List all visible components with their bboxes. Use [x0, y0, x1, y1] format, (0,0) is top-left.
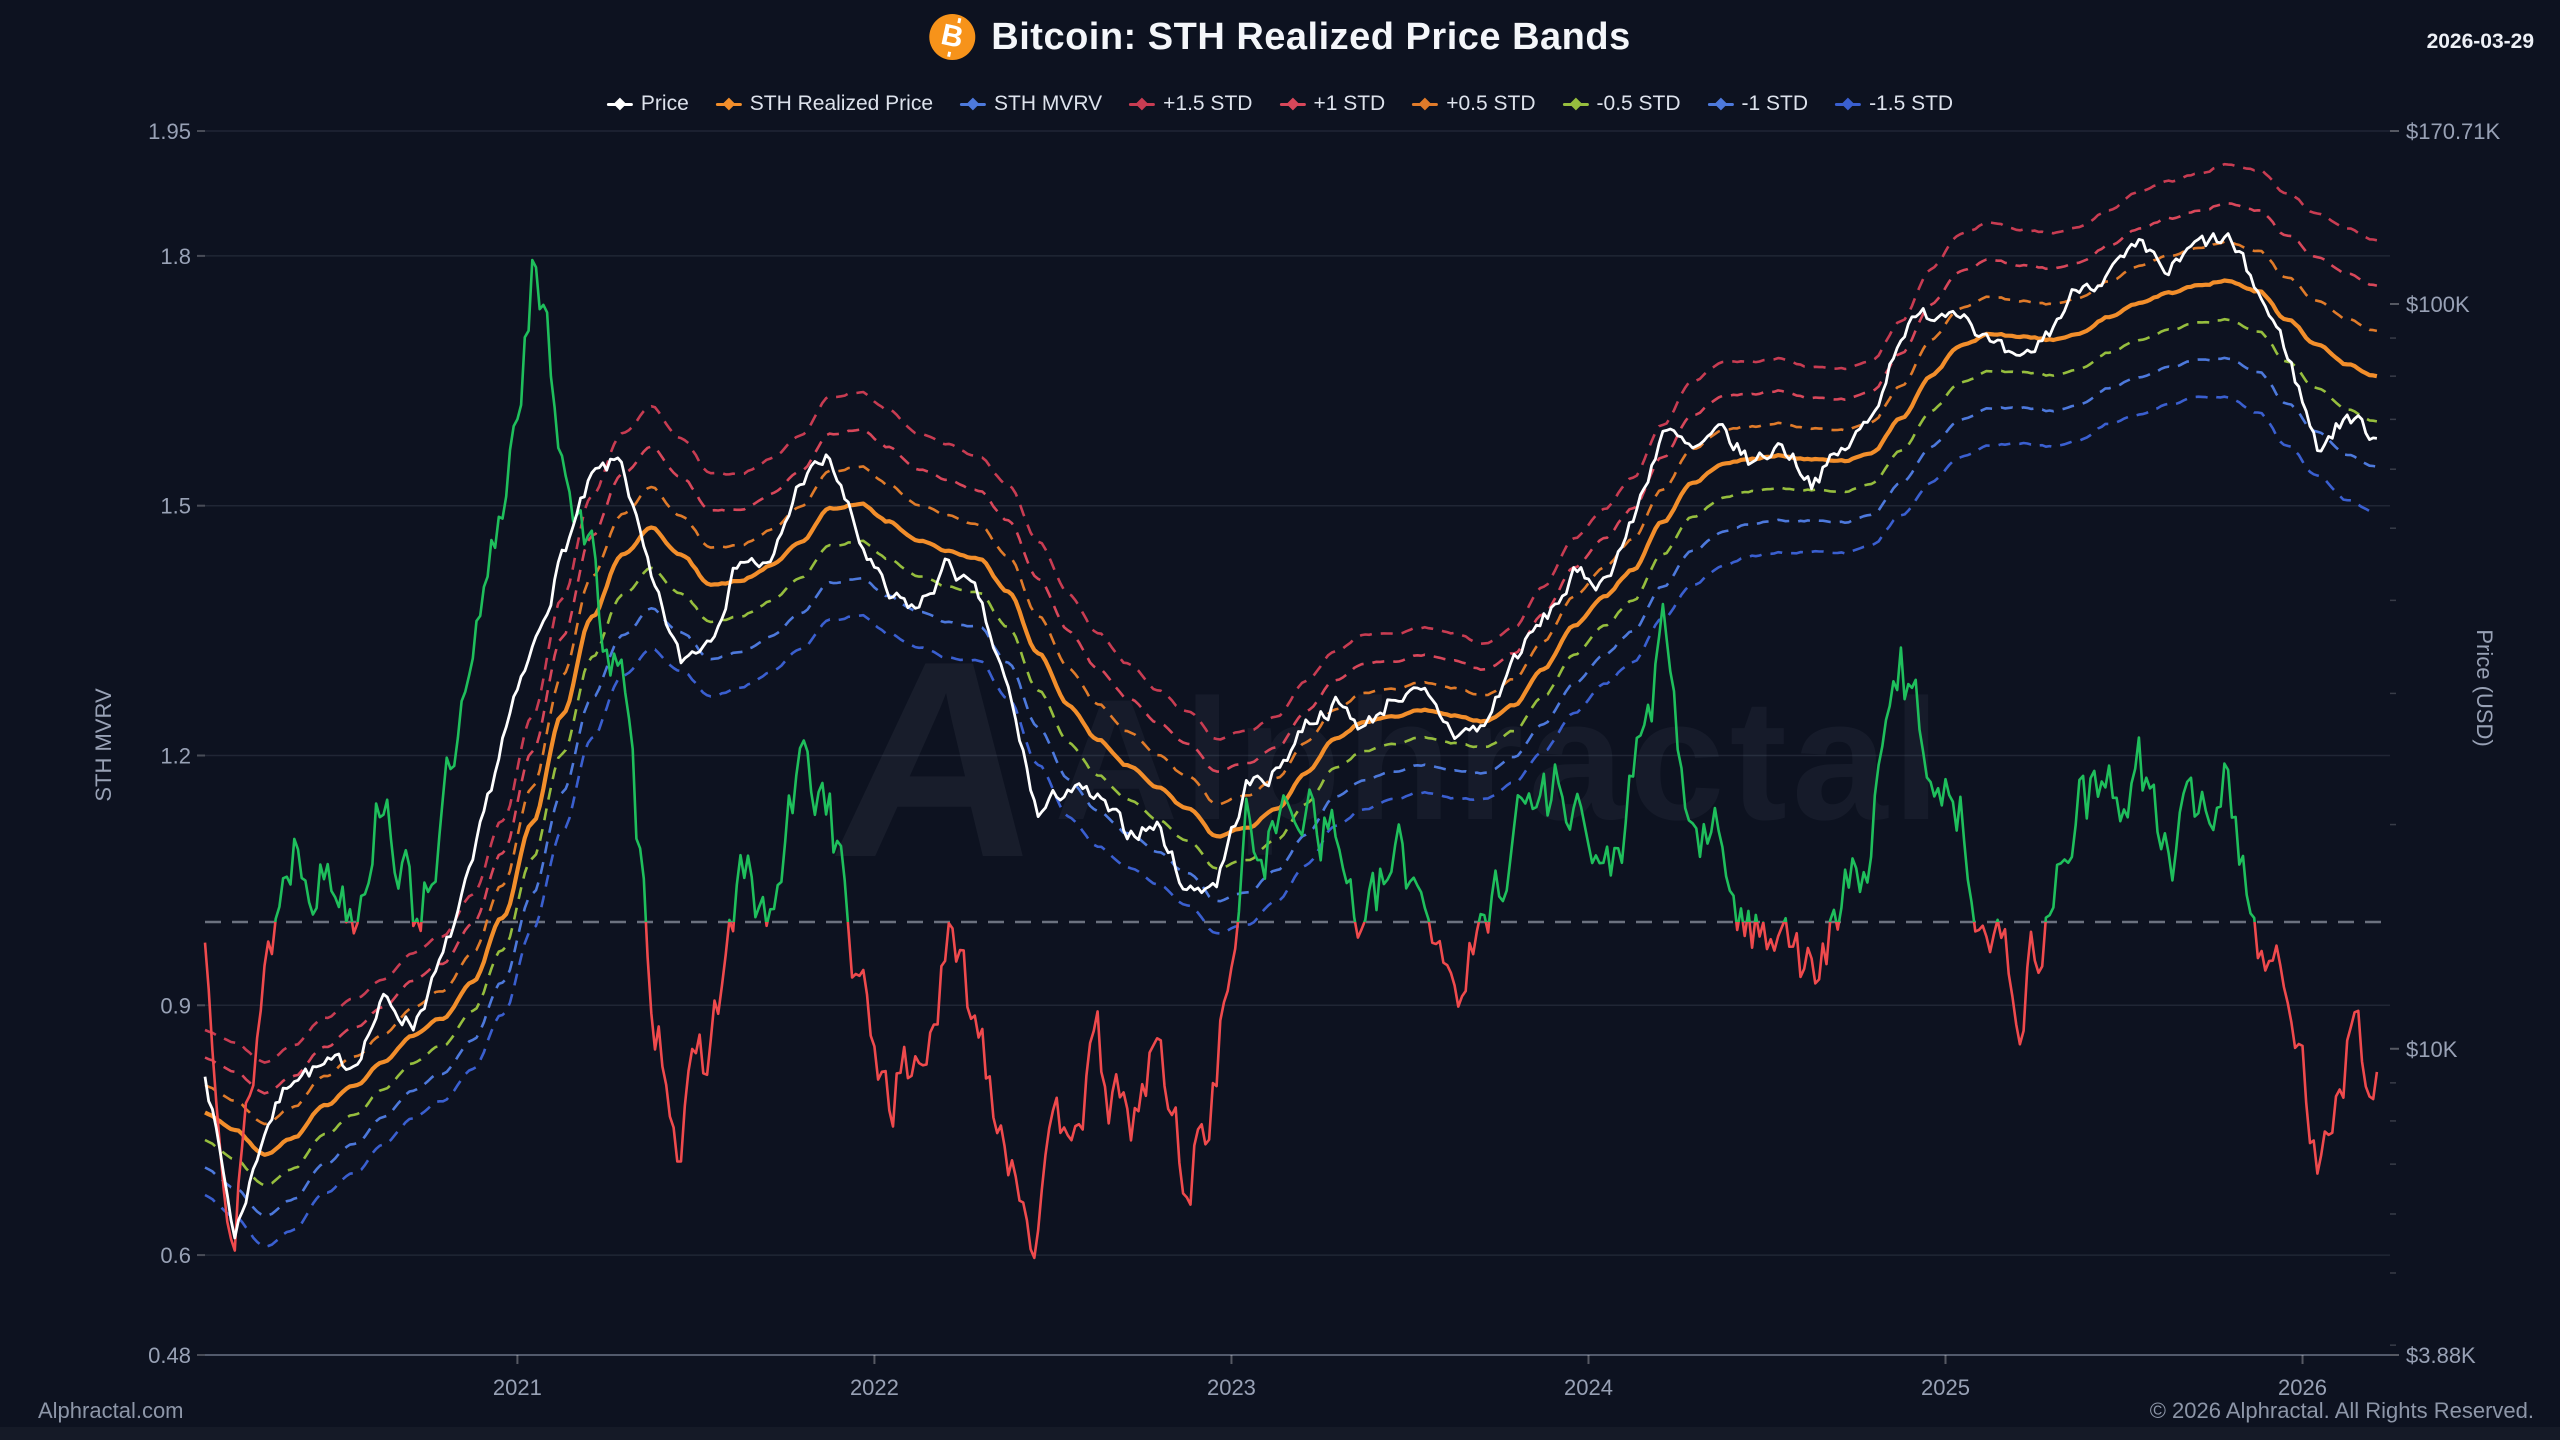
- footer-copyright: © 2026 Alphractal. All Rights Reserved.: [2149, 1398, 2534, 1423]
- x-axis-tick: 2022: [850, 1375, 899, 1400]
- page-title: Bitcoin: STH Realized Price Bands: [991, 15, 1631, 58]
- std-bands: [204, 162, 2378, 1249]
- sth-mvrv-line: [203, 258, 2379, 1260]
- x-axis-tick: 2024: [1564, 1375, 1613, 1400]
- legend-label: Price: [640, 92, 689, 115]
- axis-tick-labels: 1.95 1.8 1.5 1.2 0.9 0.6 0.48 $170.71K $100K $10K…: [148, 119, 2500, 1400]
- legend-label: STH Realized Price: [749, 92, 933, 115]
- left-axis-tick: 1.5: [160, 494, 191, 519]
- band-+0.5-std: [204, 240, 2378, 1126]
- legend-marker-icon: [1707, 97, 1734, 111]
- legend-marker-icon: [960, 97, 986, 111]
- band-+1.5-std: [204, 162, 2378, 1064]
- chart-header: B Bitcoin: STH Realized Price Bands: [929, 14, 1630, 60]
- bitcoin-icon-letter: B: [938, 18, 967, 55]
- legend-label: STH MVRV: [994, 92, 1103, 115]
- legend-item--0.5-std[interactable]: -0.5 STD: [1562, 92, 1681, 116]
- legend-marker-icon: [1835, 97, 1862, 111]
- legend-item-+1.5-std[interactable]: +1.5 STD: [1129, 92, 1252, 116]
- legend-item-+1-std[interactable]: +1 STD: [1279, 92, 1385, 116]
- sth-realized-price-line: [204, 278, 2378, 1157]
- left-axis-tick: 1.2: [160, 743, 191, 768]
- legend-marker-icon: [1129, 97, 1156, 111]
- legend-marker-icon: [1562, 97, 1589, 111]
- price-line: [203, 232, 2378, 1240]
- band--1.5-std: [204, 395, 2378, 1249]
- legend-label: +1 STD: [1313, 92, 1386, 115]
- legend-item--1.5-std[interactable]: -1.5 STD: [1835, 92, 1953, 116]
- legend-marker-icon: [606, 97, 633, 111]
- legend-item-sth-mvrv[interactable]: STH MVRV: [960, 92, 1102, 116]
- legend-marker-icon: [1412, 97, 1439, 111]
- legend: Price STH Realized Price STH MVRV +1.5 STD +…: [606, 92, 1953, 116]
- x-axis-tick: 2021: [493, 1375, 542, 1400]
- bitcoin-icon: B: [929, 14, 976, 60]
- left-axis-tick: 1.8: [160, 244, 191, 269]
- legend-item-+0.5-std[interactable]: +0.5 STD: [1412, 92, 1536, 116]
- right-axis-tick: $100K: [2406, 292, 2470, 317]
- legend-label: +0.5 STD: [1446, 92, 1536, 115]
- footer-site-link[interactable]: Alphractal.com: [38, 1398, 184, 1423]
- right-axis-tick: $170.71K: [2406, 119, 2501, 144]
- sth-mvrv-above-1: [274, 258, 2256, 923]
- legend-marker-icon: [715, 97, 742, 111]
- footer-strip: [0, 1427, 2560, 1440]
- band--1-std: [204, 356, 2378, 1218]
- x-axis-tick: 2023: [1207, 1375, 1256, 1400]
- right-axis-title: Price (USD): [2472, 629, 2497, 747]
- x-axis-tick: 2026: [2278, 1375, 2327, 1400]
- right-axis-tick: $10K: [2406, 1037, 2458, 1062]
- left-axis-tick: 0.48: [148, 1343, 191, 1368]
- legend-marker-icon: [1279, 97, 1306, 111]
- left-axis-tick: 1.95: [148, 119, 191, 144]
- left-axis-tick: 0.6: [160, 1243, 191, 1268]
- left-axis-title: STH MVRV: [91, 688, 116, 802]
- sth-mvrv-below-1: [203, 922, 2379, 1260]
- chart-date: 2026-03-29: [2426, 30, 2534, 53]
- legend-item-sth-realized-price[interactable]: STH Realized Price: [715, 92, 933, 116]
- grid-lines: [197, 130, 2399, 1364]
- x-axis-tick: 2025: [1921, 1375, 1970, 1400]
- legend-item--1-std[interactable]: -1 STD: [1707, 92, 1809, 116]
- left-axis-tick: 0.9: [160, 993, 191, 1018]
- legend-label: -0.5 STD: [1596, 92, 1681, 115]
- legend-item-price[interactable]: Price: [606, 92, 689, 116]
- legend-label: -1 STD: [1741, 92, 1809, 115]
- right-axis-tick: $3.88K: [2406, 1343, 2476, 1368]
- legend-label: +1.5 STD: [1163, 92, 1253, 115]
- legend-label: -1.5 STD: [1869, 92, 1954, 115]
